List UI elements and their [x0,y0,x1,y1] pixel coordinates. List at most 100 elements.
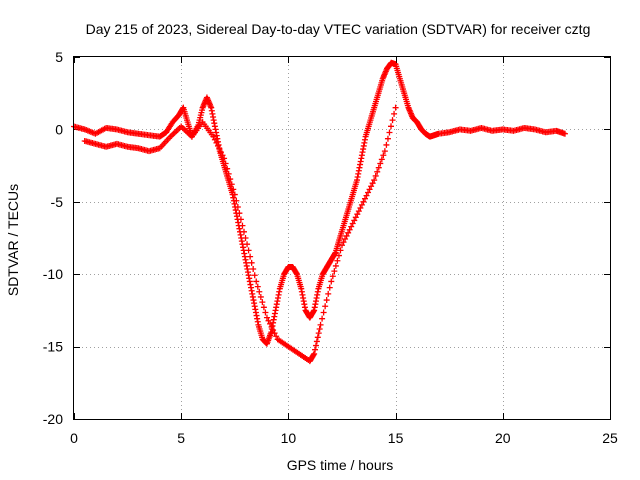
y-axis-label: SDTVAR / TECUs [5,184,21,296]
data-point [219,152,226,159]
x-axis-label: GPS time / hours [287,457,394,473]
data-point [329,273,336,280]
grid-lines [74,57,610,419]
data-point [391,110,398,117]
x-tick-label: 15 [388,430,404,446]
x-tick-label: 10 [281,430,297,446]
y-tick-label: -10 [43,266,63,282]
data-point [349,220,356,227]
data-point [357,205,364,212]
data-point [253,278,260,285]
data-point [268,323,275,330]
data-point [210,133,217,140]
y-tick-label: -5 [51,194,64,210]
y-tick-label: -15 [43,339,63,355]
data-point [214,142,221,149]
data-point [320,309,327,316]
data-point [366,186,373,193]
data-point [270,327,277,334]
data-point [355,208,362,215]
data-point [236,210,243,217]
data-point [354,211,361,218]
x-tick-label: 25 [602,430,618,446]
data-point [228,181,235,188]
data-point [342,236,349,243]
data-point [331,268,338,275]
data-point [273,333,280,340]
y-tick-label: 0 [55,121,63,137]
data-point [389,117,396,124]
data-point [371,177,378,184]
data-point [358,201,365,208]
data-point [374,168,381,175]
data-point [319,315,326,322]
data-point [314,334,321,341]
y-tick-label: 5 [55,49,63,65]
data-point [360,198,367,205]
data-point [256,288,263,295]
data-point [348,223,355,230]
data-point [323,297,330,304]
data-point [254,283,261,290]
data-point [317,321,324,328]
x-tick-label: 0 [70,430,78,446]
data-point [386,129,393,136]
data-point [251,272,258,279]
data-point [345,229,352,236]
data-point [312,342,319,349]
data-point [351,217,358,224]
data-point [245,247,252,254]
data-point [234,203,241,210]
data-point [365,189,372,196]
data-point [239,222,246,229]
data-point [250,266,257,273]
data-point [377,160,384,167]
data-point [392,104,399,111]
data-point [322,303,329,310]
data-point [368,183,375,190]
data-point [267,320,274,327]
data-point [218,149,225,156]
data-point [259,299,266,306]
data-point [381,148,388,155]
chart-title: Day 215 of 2023, Sidereal Day-to-day VTE… [86,21,591,37]
data-point [225,170,232,177]
data-point [339,242,345,249]
series [81,104,399,365]
data-point [313,338,320,345]
data-point [384,135,391,142]
data-point [312,346,319,353]
data-point [216,146,223,153]
plot-frame [73,56,611,420]
data-point [337,247,344,254]
data-point [316,326,323,333]
data-point [383,141,390,148]
data-point [369,180,376,187]
data-point [240,228,247,235]
data-point [221,155,228,162]
data-point [380,152,387,159]
data-point [311,350,318,357]
data-point [248,259,255,266]
data-point [326,284,333,291]
data-point [361,195,368,202]
data-point [271,330,278,337]
data-point [213,139,220,146]
data-point [263,314,270,321]
data-point [335,252,342,259]
data-point [222,160,229,167]
data-point [315,330,322,337]
data-point [388,123,395,130]
tick-labels: 0 5 10 15 20 25 5 0 -5 -10 -15 -20 [43,49,618,446]
data-point [233,197,240,204]
data-point [262,309,269,316]
data-point [346,226,353,233]
data-point [363,192,370,199]
data-point [242,235,249,241]
data-point [372,172,379,179]
data-point [227,176,234,183]
data-point [244,241,251,248]
data-point [352,214,359,221]
data-points [71,59,568,365]
